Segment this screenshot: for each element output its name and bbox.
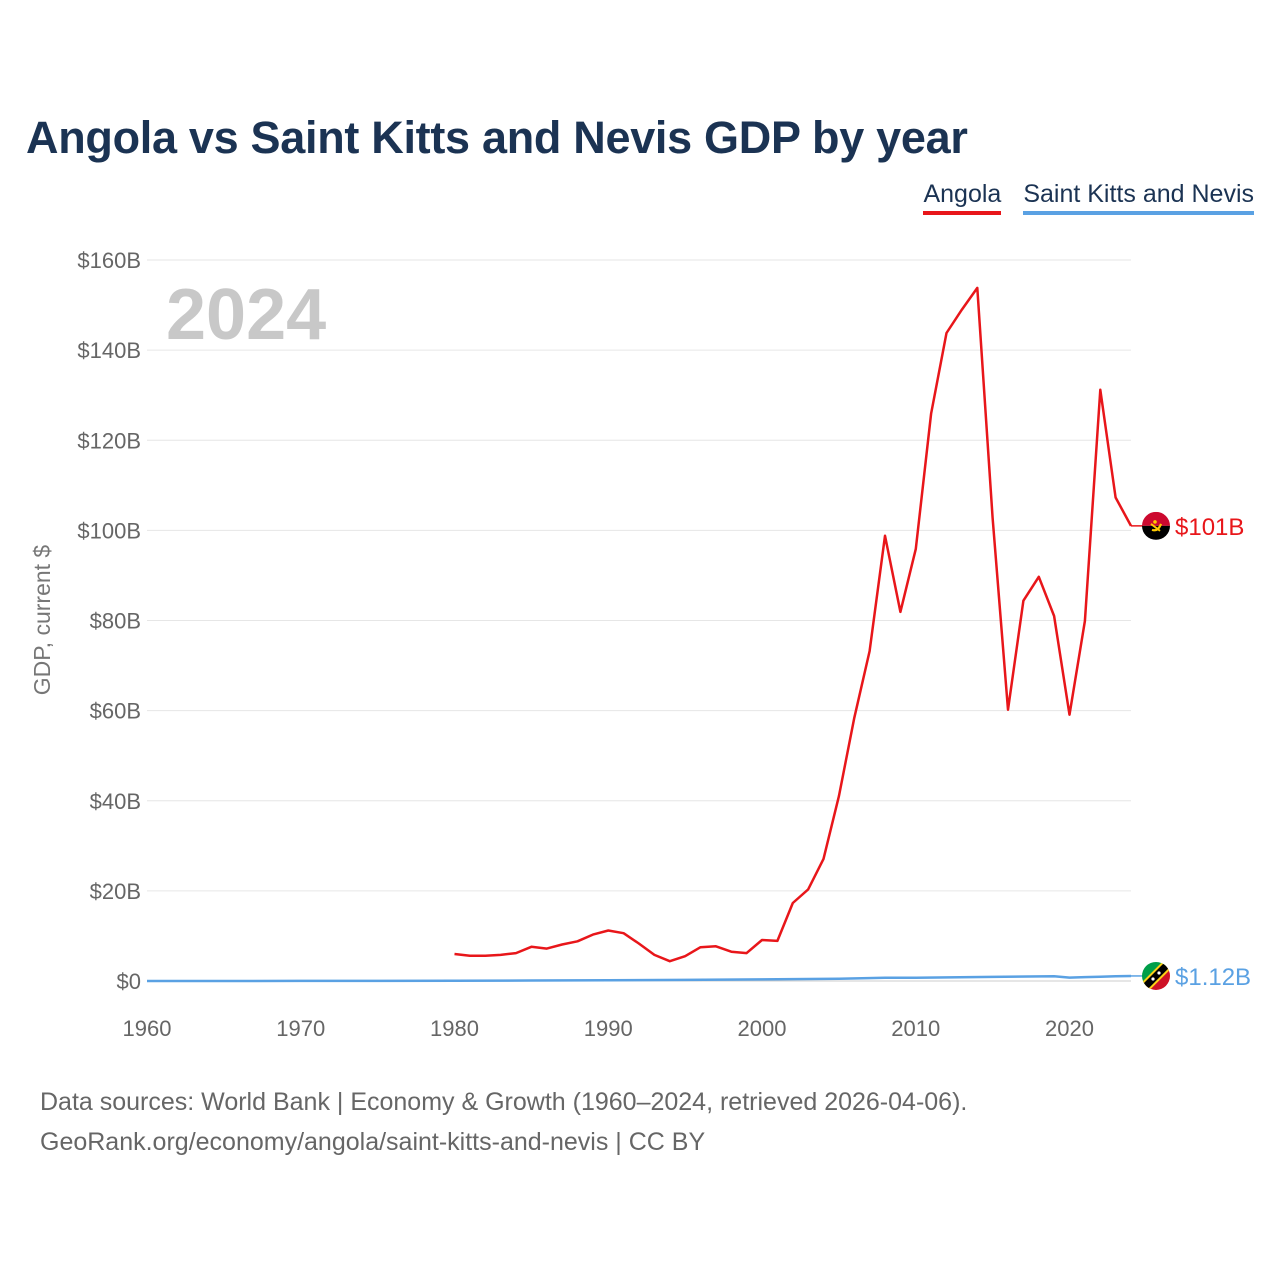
x-tick-label: 1960 bbox=[123, 1016, 172, 1041]
saint-kitts-and-nevis-flag-icon bbox=[1142, 961, 1170, 990]
legend: Angola Saint Kitts and Nevis bbox=[923, 180, 1254, 215]
x-tick-label: 1990 bbox=[584, 1016, 633, 1041]
angola-flag-icon bbox=[1142, 511, 1170, 540]
series-line-saint-kitts-and-nevis[interactable] bbox=[147, 974, 1132, 983]
legend-item-angola[interactable]: Angola bbox=[923, 180, 1002, 215]
gdp-line-chart: 2024 $0 $20B $40B $60B $80B $100B $120B $140B $1… bbox=[29, 248, 1251, 1041]
y-tick-label: $140B bbox=[77, 338, 141, 363]
y-tick-label: $0 bbox=[117, 969, 141, 994]
y-tick-label: $40B bbox=[90, 789, 141, 814]
x-tick-label: 2010 bbox=[891, 1016, 940, 1041]
y-tick-label: $20B bbox=[90, 879, 141, 904]
chart-title: Angola vs Saint Kitts and Nevis GDP by y… bbox=[26, 112, 968, 163]
source-line-2[interactable]: GeoRank.org/economy/angola/saint-kitts-a… bbox=[40, 1128, 706, 1156]
y-tick-label: $160B bbox=[77, 248, 141, 273]
y-tick-label: $80B bbox=[90, 609, 141, 634]
series-line-angola[interactable] bbox=[454, 286, 1133, 963]
x-axis-ticks: 1960 1970 1980 1990 2000 2010 2020 bbox=[123, 1016, 1094, 1041]
angola-end-value-label: $101B bbox=[1175, 514, 1244, 541]
current-year-label: 2024 bbox=[166, 275, 326, 355]
y-axis-ticks: $0 $20B $40B $60B $80B $100B $120B $140B $160B bbox=[77, 248, 141, 994]
y-tick-label: $120B bbox=[77, 428, 141, 453]
series-lines bbox=[147, 286, 1143, 983]
x-tick-label: 1980 bbox=[430, 1016, 479, 1041]
data-source-note: Data sources: World Bank | Economy & Gro… bbox=[40, 1082, 967, 1162]
legend-item-saint-kitts-and-nevis[interactable]: Saint Kitts and Nevis bbox=[1023, 180, 1254, 215]
y-tick-label: $60B bbox=[90, 699, 141, 724]
saint-kitts-and-nevis-end-value-label: $1.12B bbox=[1175, 964, 1251, 991]
y-axis-label: GDP, current $ bbox=[29, 545, 55, 696]
y-tick-label: $100B bbox=[77, 518, 141, 543]
x-tick-label: 2020 bbox=[1045, 1016, 1094, 1041]
source-line-1: Data sources: World Bank | Economy & Gro… bbox=[40, 1088, 968, 1116]
x-tick-label: 1970 bbox=[276, 1016, 325, 1041]
x-tick-label: 2000 bbox=[738, 1016, 787, 1041]
series-endpoints: $101B $1.12B bbox=[1142, 511, 1251, 991]
